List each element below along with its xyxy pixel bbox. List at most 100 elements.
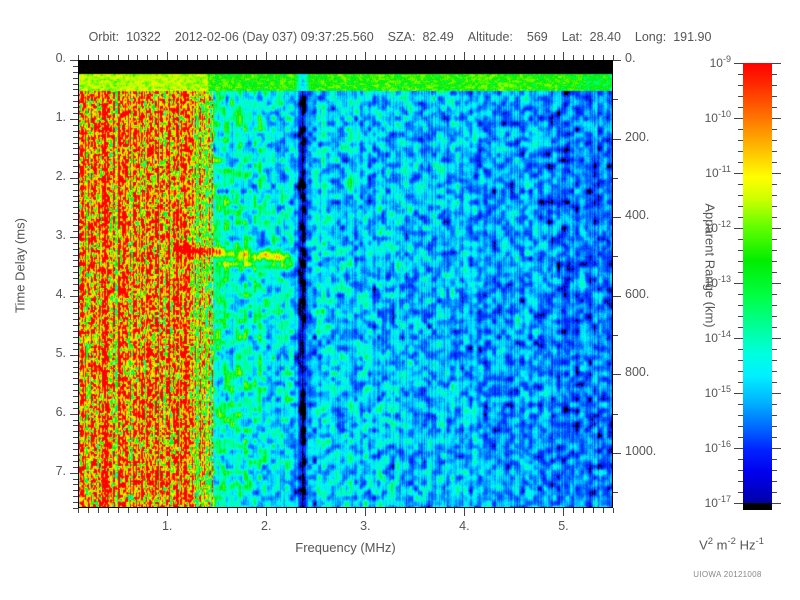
time-delay-minor-tick: [73, 137, 78, 138]
header-orbit-label: Orbit:: [88, 30, 120, 44]
frequency-top-tick: [464, 52, 465, 60]
header-altitude-value: 569: [526, 30, 548, 44]
colorbar-minor-tick-left: [738, 151, 743, 152]
colorbar-minor-tick-right: [772, 96, 777, 97]
figure-header: Orbit: 10322 2012-02-06 (Day 037) 09:37:…: [0, 30, 800, 44]
colorbar-minor-tick-right: [772, 239, 777, 240]
frequency-minor-tick: [544, 508, 545, 513]
colorbar-minor-tick-left: [738, 140, 743, 141]
time-delay-minor-tick: [73, 143, 78, 144]
time-delay-minor-tick: [73, 190, 78, 191]
time-delay-minor-tick: [73, 508, 78, 509]
frequency-minor-tick: [385, 508, 386, 513]
colorbar-major-tick-right: [772, 283, 781, 284]
frequency-top-tick: [246, 55, 247, 60]
colorbar-minor-tick-right: [772, 294, 777, 295]
colorbar-minor-tick-right: [772, 151, 777, 152]
frequency-top-tick: [395, 55, 396, 60]
time-delay-major-tick: [70, 473, 78, 474]
colorbar-minor-tick-right: [772, 74, 777, 75]
frequency-minor-tick: [445, 508, 446, 513]
frequency-tick-label: 1.: [161, 519, 173, 533]
apparent-range-minor-tick: [613, 492, 618, 493]
colorbar-tick-label: 10-9: [709, 54, 731, 70]
frequency-top-tick: [286, 55, 287, 60]
time-delay-minor-tick: [73, 378, 78, 379]
colorbar-major-tick-left: [734, 173, 743, 174]
frequency-minor-tick: [147, 508, 148, 513]
apparent-range-minor-tick: [613, 99, 618, 100]
frequency-minor-tick: [613, 508, 614, 513]
apparent-range-minor-tick: [613, 178, 618, 179]
colorbar-minor-tick-right: [772, 140, 777, 141]
colorbar-minor-tick-left: [738, 492, 743, 493]
frequency-minor-tick: [524, 508, 525, 513]
frequency-top-tick: [296, 55, 297, 60]
frequency-top-tick: [217, 55, 218, 60]
colorbar-minor-tick-left: [738, 239, 743, 240]
frequency-minor-tick: [137, 508, 138, 513]
time-delay-minor-tick: [73, 284, 78, 285]
time-delay-tick-label: 4.: [55, 286, 66, 301]
frequency-top-tick: [157, 55, 158, 60]
frequency-top-tick: [435, 55, 436, 60]
frequency-minor-tick: [435, 508, 436, 513]
colorbar-major-tick-right: [772, 338, 781, 339]
time-delay-minor-tick: [73, 467, 78, 468]
colorbar-minor-tick-right: [772, 382, 777, 383]
apparent-range-minor-tick: [613, 256, 618, 257]
colorbar-minor-tick-right: [772, 85, 777, 86]
frequency-top-tick: [385, 55, 386, 60]
frequency-minor-tick: [316, 508, 317, 513]
frequency-minor-tick: [336, 508, 337, 513]
frequency-top-tick: [474, 55, 475, 60]
time-delay-minor-tick: [73, 420, 78, 421]
colorbar-minor-tick-left: [738, 404, 743, 405]
time-delay-minor-tick: [73, 502, 78, 503]
time-delay-tick-label: 1.: [55, 109, 66, 124]
time-delay-minor-tick: [73, 113, 78, 114]
frequency-top-tick: [544, 55, 545, 60]
time-delay-minor-tick: [73, 461, 78, 462]
time-delay-minor-tick: [73, 154, 78, 155]
colorbar-minor-tick-right: [772, 129, 777, 130]
frequency-top-tick: [326, 55, 327, 60]
colorbar-major-tick-right: [772, 448, 781, 449]
header-datetime: 2012-02-06 (Day 037) 09:37:25.560: [174, 30, 374, 44]
frequency-top-tick: [167, 52, 168, 60]
frequency-minor-tick: [207, 508, 208, 513]
colorbar-minor-tick-left: [738, 162, 743, 163]
time-delay-minor-tick: [73, 160, 78, 161]
frequency-minor-tick: [405, 508, 406, 513]
header-sza-value: 82.49: [422, 30, 454, 44]
colorbar-minor-tick-right: [772, 349, 777, 350]
colorbar-minor-tick-left: [738, 217, 743, 218]
time-delay-minor-tick: [73, 84, 78, 85]
header-long-label: Long:: [634, 30, 667, 44]
frequency-top-tick: [504, 55, 505, 60]
time-delay-minor-tick: [73, 184, 78, 185]
colorbar-tick-label: 10-15: [704, 384, 731, 400]
units-hz: Hz: [735, 537, 756, 553]
colorbar-major-tick-left: [734, 283, 743, 284]
frequency-top-tick: [554, 55, 555, 60]
time-delay-minor-tick: [73, 131, 78, 132]
frequency-minor-tick: [454, 508, 455, 513]
colorbar-major-tick-right: [772, 63, 781, 64]
frequency-top-tick: [405, 55, 406, 60]
apparent-range-major-tick: [613, 296, 621, 297]
time-delay-minor-tick: [73, 290, 78, 291]
frequency-minor-tick: [256, 508, 257, 513]
colorbar-minor-tick-right: [772, 316, 777, 317]
colorbar-tick-label: 10-12: [704, 219, 731, 235]
time-delay-minor-tick: [73, 72, 78, 73]
apparent-range-major-tick: [613, 374, 621, 375]
frequency-top-tick: [78, 55, 79, 60]
frequency-minor-tick: [197, 508, 198, 513]
frequency-minor-tick: [554, 508, 555, 513]
colorbar-minor-tick-left: [738, 294, 743, 295]
time-delay-major-tick: [70, 414, 78, 415]
colorbar-minor-tick-left: [738, 316, 743, 317]
frequency-tick-label: 2.: [261, 519, 272, 533]
time-delay-major-tick: [70, 178, 78, 179]
